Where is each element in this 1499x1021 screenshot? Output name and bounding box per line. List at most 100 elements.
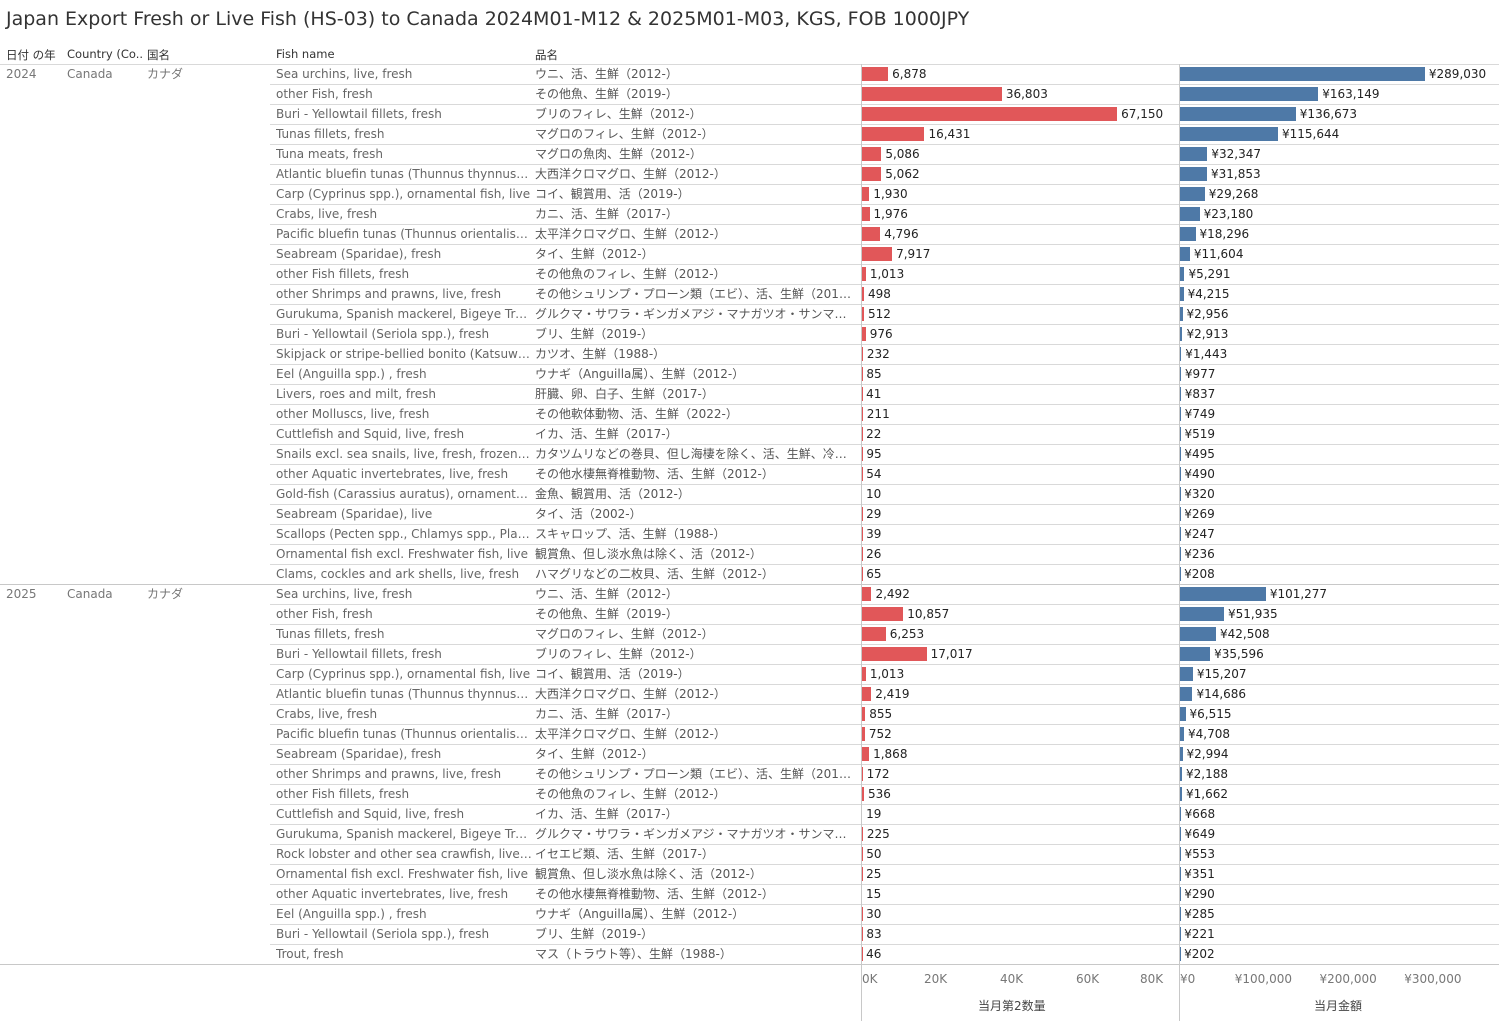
quantity-label: 2,492	[875, 587, 910, 601]
value-bar	[1180, 407, 1181, 421]
row-divider	[270, 764, 1499, 765]
row-divider	[270, 384, 1499, 385]
value-label: ¥289,030	[1428, 67, 1487, 81]
quantity-label: 5,062	[885, 167, 920, 181]
quantity-label: 15	[866, 887, 882, 901]
fish-name-jp: その他軟体動物、活、生鮮（2022-）	[535, 407, 738, 421]
quantity-label: 19	[866, 807, 882, 821]
value-label: ¥977	[1184, 367, 1216, 381]
quantity-label: 17,017	[930, 647, 973, 661]
value-bar	[1180, 207, 1200, 221]
value-label: ¥2,188	[1186, 767, 1228, 781]
quantity-label: 752	[868, 727, 892, 741]
value-bar	[1180, 787, 1182, 801]
fish-name-jp: 大西洋クロマグロ、生鮮（2012-）	[535, 167, 726, 181]
header-year[interactable]: 日付 の年	[6, 48, 56, 62]
quantity-label: 4,796	[884, 227, 919, 241]
fish-name-jp: ウナギ（Anguilla属）、生鮮（2012-）	[535, 907, 745, 921]
fish-name: Seabream (Sparidae), fresh	[276, 747, 442, 761]
fish-name: Atlantic bluefin tunas (Thunnus thynnus)…	[276, 687, 532, 701]
row-divider	[270, 184, 1499, 185]
quantity-label: 976	[869, 327, 893, 341]
quantity-bar	[862, 227, 881, 241]
row-divider	[270, 324, 1499, 325]
value-bar	[1180, 367, 1181, 381]
quantity-label: 67,150	[1121, 107, 1164, 121]
value-bar	[1180, 667, 1193, 681]
value-bar	[1180, 107, 1296, 121]
fish-name-jp: マグロのフィレ、生鮮（2012-）	[535, 627, 714, 641]
fish-name-jp: ブリ、生鮮（2019-）	[535, 927, 654, 941]
fish-name: Seabream (Sparidae), fresh	[276, 247, 442, 261]
fish-name-jp: 太平洋クロマグロ、生鮮（2012-）	[535, 227, 726, 241]
value-label: ¥4,708	[1187, 727, 1230, 741]
value-label: ¥247	[1184, 527, 1215, 541]
quantity-bar	[862, 667, 866, 681]
header-country-jp[interactable]: 国名	[147, 48, 170, 62]
quantity-bar	[862, 307, 864, 321]
fish-name: Crabs, live, fresh	[276, 707, 378, 721]
quantity-label: 36,803	[1005, 87, 1048, 101]
fish-name: Crabs, live, fresh	[276, 207, 378, 221]
quantity-bar	[862, 207, 870, 221]
quantity-label: 7,917	[896, 247, 931, 261]
row-divider	[270, 564, 1499, 565]
row-divider	[270, 424, 1499, 425]
header-fish-name[interactable]: Fish name	[276, 47, 335, 61]
fish-name: Sea urchins, live, fresh	[276, 67, 413, 81]
fish-name-jp: ハマグリなどの二枚貝、活、生鮮（2012-）	[535, 567, 774, 581]
value-label: ¥35,596	[1214, 647, 1264, 661]
fish-name: Tunas fillets, fresh	[276, 627, 385, 641]
fish-name-jp: カツオ、生鮮（1988-）	[535, 347, 666, 361]
quantity-label: 50	[866, 847, 882, 861]
row-divider	[270, 804, 1499, 805]
quantity-bar	[862, 247, 893, 261]
fish-name: other Molluscs, live, fresh	[276, 407, 430, 421]
fish-name-jp: その他魚、生鮮（2019-）	[535, 607, 678, 621]
row-divider	[270, 724, 1499, 725]
value-label: ¥2,956	[1186, 307, 1229, 321]
value-bar	[1180, 607, 1224, 621]
value-label: ¥4,215	[1187, 287, 1230, 301]
quantity-label: 1,013	[869, 267, 905, 281]
fish-name-jp: ブリのフィレ、生鮮（2012-）	[535, 107, 702, 121]
quantity-bar	[862, 127, 925, 141]
value-bar	[1180, 187, 1205, 201]
quantity-pane-divider	[861, 64, 862, 1021]
year-label: 2024	[6, 67, 37, 81]
row-divider	[270, 904, 1499, 905]
row-divider	[270, 524, 1499, 525]
fish-name-jp: 観賞魚、但し淡水魚は除く、活（2012-）	[535, 547, 762, 561]
header-fish-name-jp[interactable]: 品名	[535, 48, 558, 62]
value-bar	[1180, 647, 1211, 661]
quantity-tick-label: 40K	[1000, 972, 1024, 986]
value-label: ¥101,277	[1269, 587, 1328, 601]
quantity-bar	[862, 607, 904, 621]
fish-name: Atlantic bluefin tunas (Thunnus thynnus)…	[276, 167, 532, 181]
value-bar	[1180, 707, 1186, 721]
row-divider	[270, 264, 1499, 265]
value-label: ¥1,443	[1185, 347, 1228, 361]
quantity-bar	[862, 87, 1002, 101]
quantity-label: 6,253	[889, 627, 925, 641]
country-label: Canada	[67, 587, 113, 601]
value-label: ¥11,604	[1193, 247, 1244, 261]
value-label: ¥2,994	[1186, 747, 1229, 761]
quantity-bar	[862, 407, 863, 421]
fish-name: Tuna meats, fresh	[276, 147, 384, 161]
value-label: ¥1,662	[1186, 787, 1228, 801]
quantity-label: 536	[868, 787, 891, 801]
fish-name-jp: その他魚のフィレ、生鮮（2012-）	[535, 267, 726, 281]
value-label: ¥269	[1184, 507, 1215, 521]
value-label: ¥837	[1184, 387, 1216, 401]
row-divider	[270, 824, 1499, 825]
row-divider	[270, 444, 1499, 445]
row-divider	[270, 464, 1499, 465]
quantity-label: 1,930	[873, 187, 908, 201]
fish-name-jp: ブリ、生鮮（2019-）	[535, 327, 654, 341]
fish-name: Pacific bluefin tunas (Thunnus orientali…	[276, 227, 532, 241]
value-label: ¥115,644	[1281, 127, 1340, 141]
quantity-bar	[862, 327, 866, 341]
header-country[interactable]: Country (Co..	[67, 47, 144, 61]
row-divider	[270, 664, 1499, 665]
